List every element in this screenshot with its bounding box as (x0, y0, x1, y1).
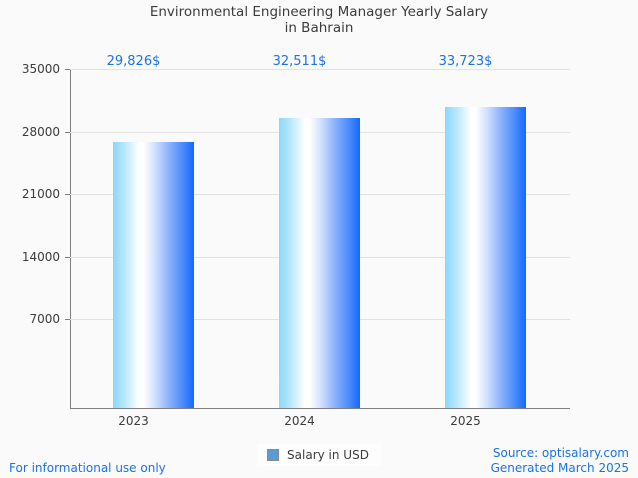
y-tick-mark (65, 131, 70, 133)
chart-title: Environmental Engineering Manager Yearly… (0, 4, 638, 36)
x-axis-line (70, 408, 570, 409)
chart-title-line-2: in Bahrain (284, 20, 354, 36)
y-tick-mark (65, 69, 70, 70)
x-tick-label-2023: 2023 (118, 414, 149, 428)
y-tick-label-35000: 35000 (21, 62, 60, 76)
bar-2024[interactable] (279, 118, 360, 408)
y-tick-mark (65, 256, 70, 258)
y-tick-label-28000: 28000 (21, 124, 60, 139)
legend-swatch-icon (267, 449, 280, 461)
generated-date-text: Generated March 2025 (490, 461, 629, 475)
chart-title-line-1: Environmental Engineering Manager Yearly… (149, 4, 489, 20)
y-gridline-35000: 35000 (22, 62, 570, 76)
y-tick-mark (65, 194, 70, 195)
y-tick-label-7000: 7000 (29, 312, 60, 326)
source-block: Source: optisalary.com Generated March 2… (491, 446, 629, 476)
chart-legend[interactable]: Salary in USD (257, 444, 381, 466)
y-axis-line (70, 69, 71, 409)
bar-2025[interactable] (445, 107, 526, 408)
plot-area: 35000 28000 21000 14000 7000 (22, 62, 570, 408)
source-text: Source: optisalary.com (492, 446, 629, 460)
y-tick-label-21000: 21000 (21, 187, 60, 201)
x-tick-label-2025: 2025 (450, 414, 481, 428)
bar-2023[interactable] (113, 142, 194, 408)
bar-value-label-2024: 32,511$ (272, 54, 327, 69)
legend-label-salary-in-usd: Salary in USD (287, 448, 369, 462)
bar-value-label-2023: 29,826$ (106, 54, 161, 69)
y-tick-label-14000: 14000 (21, 249, 60, 264)
y-tick-mark (65, 319, 70, 320)
disclaimer-text: For informational use only (9, 461, 166, 475)
gridline (70, 69, 570, 70)
x-tick-label-2024: 2024 (284, 414, 315, 428)
bar-value-label-2025: 33,723$ (438, 54, 493, 69)
